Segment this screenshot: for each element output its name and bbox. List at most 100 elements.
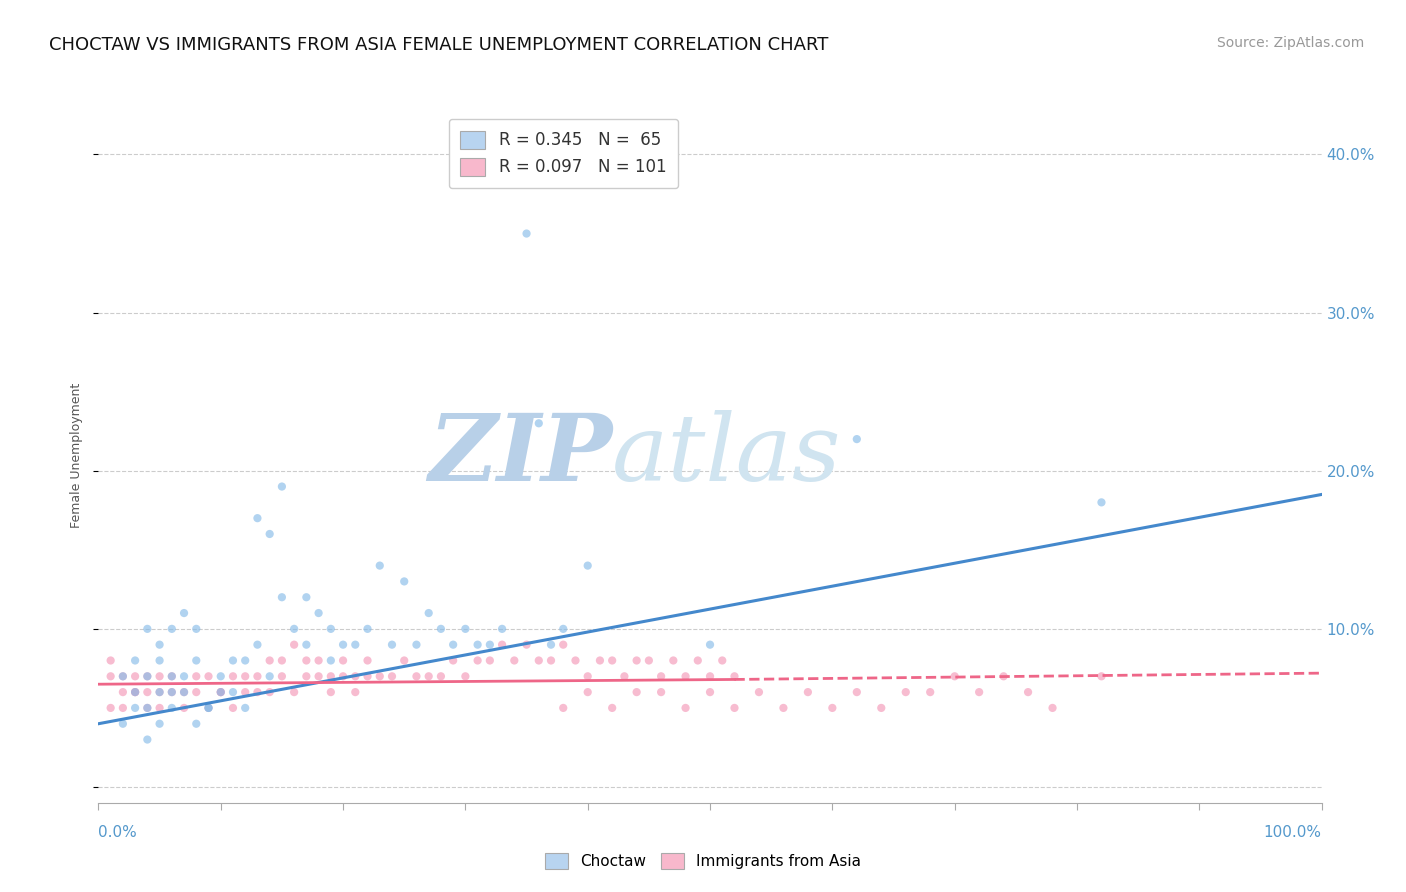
Point <box>295 591 318 605</box>
Point <box>124 669 146 683</box>
Point <box>576 558 599 573</box>
Point <box>124 685 146 699</box>
Point <box>100 653 122 667</box>
Point <box>515 227 537 241</box>
Point <box>675 669 697 683</box>
Point <box>675 701 697 715</box>
Point <box>993 669 1015 683</box>
Point <box>319 669 342 683</box>
Point <box>540 638 562 652</box>
Point <box>943 669 966 683</box>
Point <box>662 653 685 667</box>
Point <box>491 622 513 636</box>
Point <box>748 685 770 699</box>
Point <box>186 669 208 683</box>
Point <box>870 701 893 715</box>
Point <box>246 511 269 525</box>
Point <box>124 701 146 715</box>
Point <box>553 701 575 715</box>
Point <box>209 685 232 699</box>
Point <box>527 417 550 431</box>
Point <box>576 685 599 699</box>
Point <box>160 685 183 699</box>
Point <box>344 638 367 652</box>
Point <box>772 701 794 715</box>
Point <box>686 653 709 667</box>
Point <box>381 638 404 652</box>
Point <box>136 732 159 747</box>
Point <box>491 638 513 652</box>
Point <box>160 701 183 715</box>
Point <box>295 653 318 667</box>
Point <box>209 669 232 683</box>
Point <box>319 622 342 636</box>
Point <box>149 638 172 652</box>
Point <box>233 685 256 699</box>
Point <box>270 669 294 683</box>
Point <box>111 685 134 699</box>
Point <box>149 685 172 699</box>
Point <box>650 685 672 699</box>
Point <box>845 685 868 699</box>
Point <box>553 622 575 636</box>
Point <box>197 669 219 683</box>
Point <box>356 669 378 683</box>
Point <box>259 669 281 683</box>
Point <box>283 638 305 652</box>
Point <box>600 701 623 715</box>
Point <box>308 606 330 620</box>
Point <box>111 669 134 683</box>
Point <box>136 685 159 699</box>
Point <box>1090 495 1112 509</box>
Point <box>368 669 391 683</box>
Point <box>699 669 721 683</box>
Point <box>699 685 721 699</box>
Point <box>650 669 672 683</box>
Point <box>100 669 122 683</box>
Point <box>356 653 378 667</box>
Point <box>222 701 245 715</box>
Point <box>111 701 134 715</box>
Point <box>111 669 134 683</box>
Point <box>441 638 464 652</box>
Point <box>259 685 281 699</box>
Point <box>356 622 378 636</box>
Point <box>270 653 294 667</box>
Point <box>173 685 195 699</box>
Point <box>124 653 146 667</box>
Point <box>100 701 122 715</box>
Point <box>209 685 232 699</box>
Point <box>503 653 526 667</box>
Point <box>613 669 636 683</box>
Point <box>136 622 159 636</box>
Point <box>920 685 942 699</box>
Point <box>222 653 245 667</box>
Point <box>1017 685 1039 699</box>
Text: Source: ZipAtlas.com: Source: ZipAtlas.com <box>1216 36 1364 50</box>
Point <box>246 638 269 652</box>
Point <box>711 653 734 667</box>
Point <box>149 701 172 715</box>
Point <box>173 606 195 620</box>
Point <box>540 653 562 667</box>
Point <box>845 432 868 446</box>
Point <box>430 669 453 683</box>
Text: atlas: atlas <box>612 410 842 500</box>
Point <box>405 669 427 683</box>
Point <box>418 669 440 683</box>
Point <box>1042 701 1064 715</box>
Point <box>173 701 195 715</box>
Point <box>233 653 256 667</box>
Point <box>283 685 305 699</box>
Point <box>136 701 159 715</box>
Point <box>405 638 427 652</box>
Y-axis label: Female Unemployment: Female Unemployment <box>70 383 83 527</box>
Point <box>564 653 586 667</box>
Point <box>209 685 232 699</box>
Point <box>149 669 172 683</box>
Point <box>186 716 208 731</box>
Point <box>723 701 745 715</box>
Point <box>699 638 721 652</box>
Point <box>259 527 281 541</box>
Point <box>553 638 575 652</box>
